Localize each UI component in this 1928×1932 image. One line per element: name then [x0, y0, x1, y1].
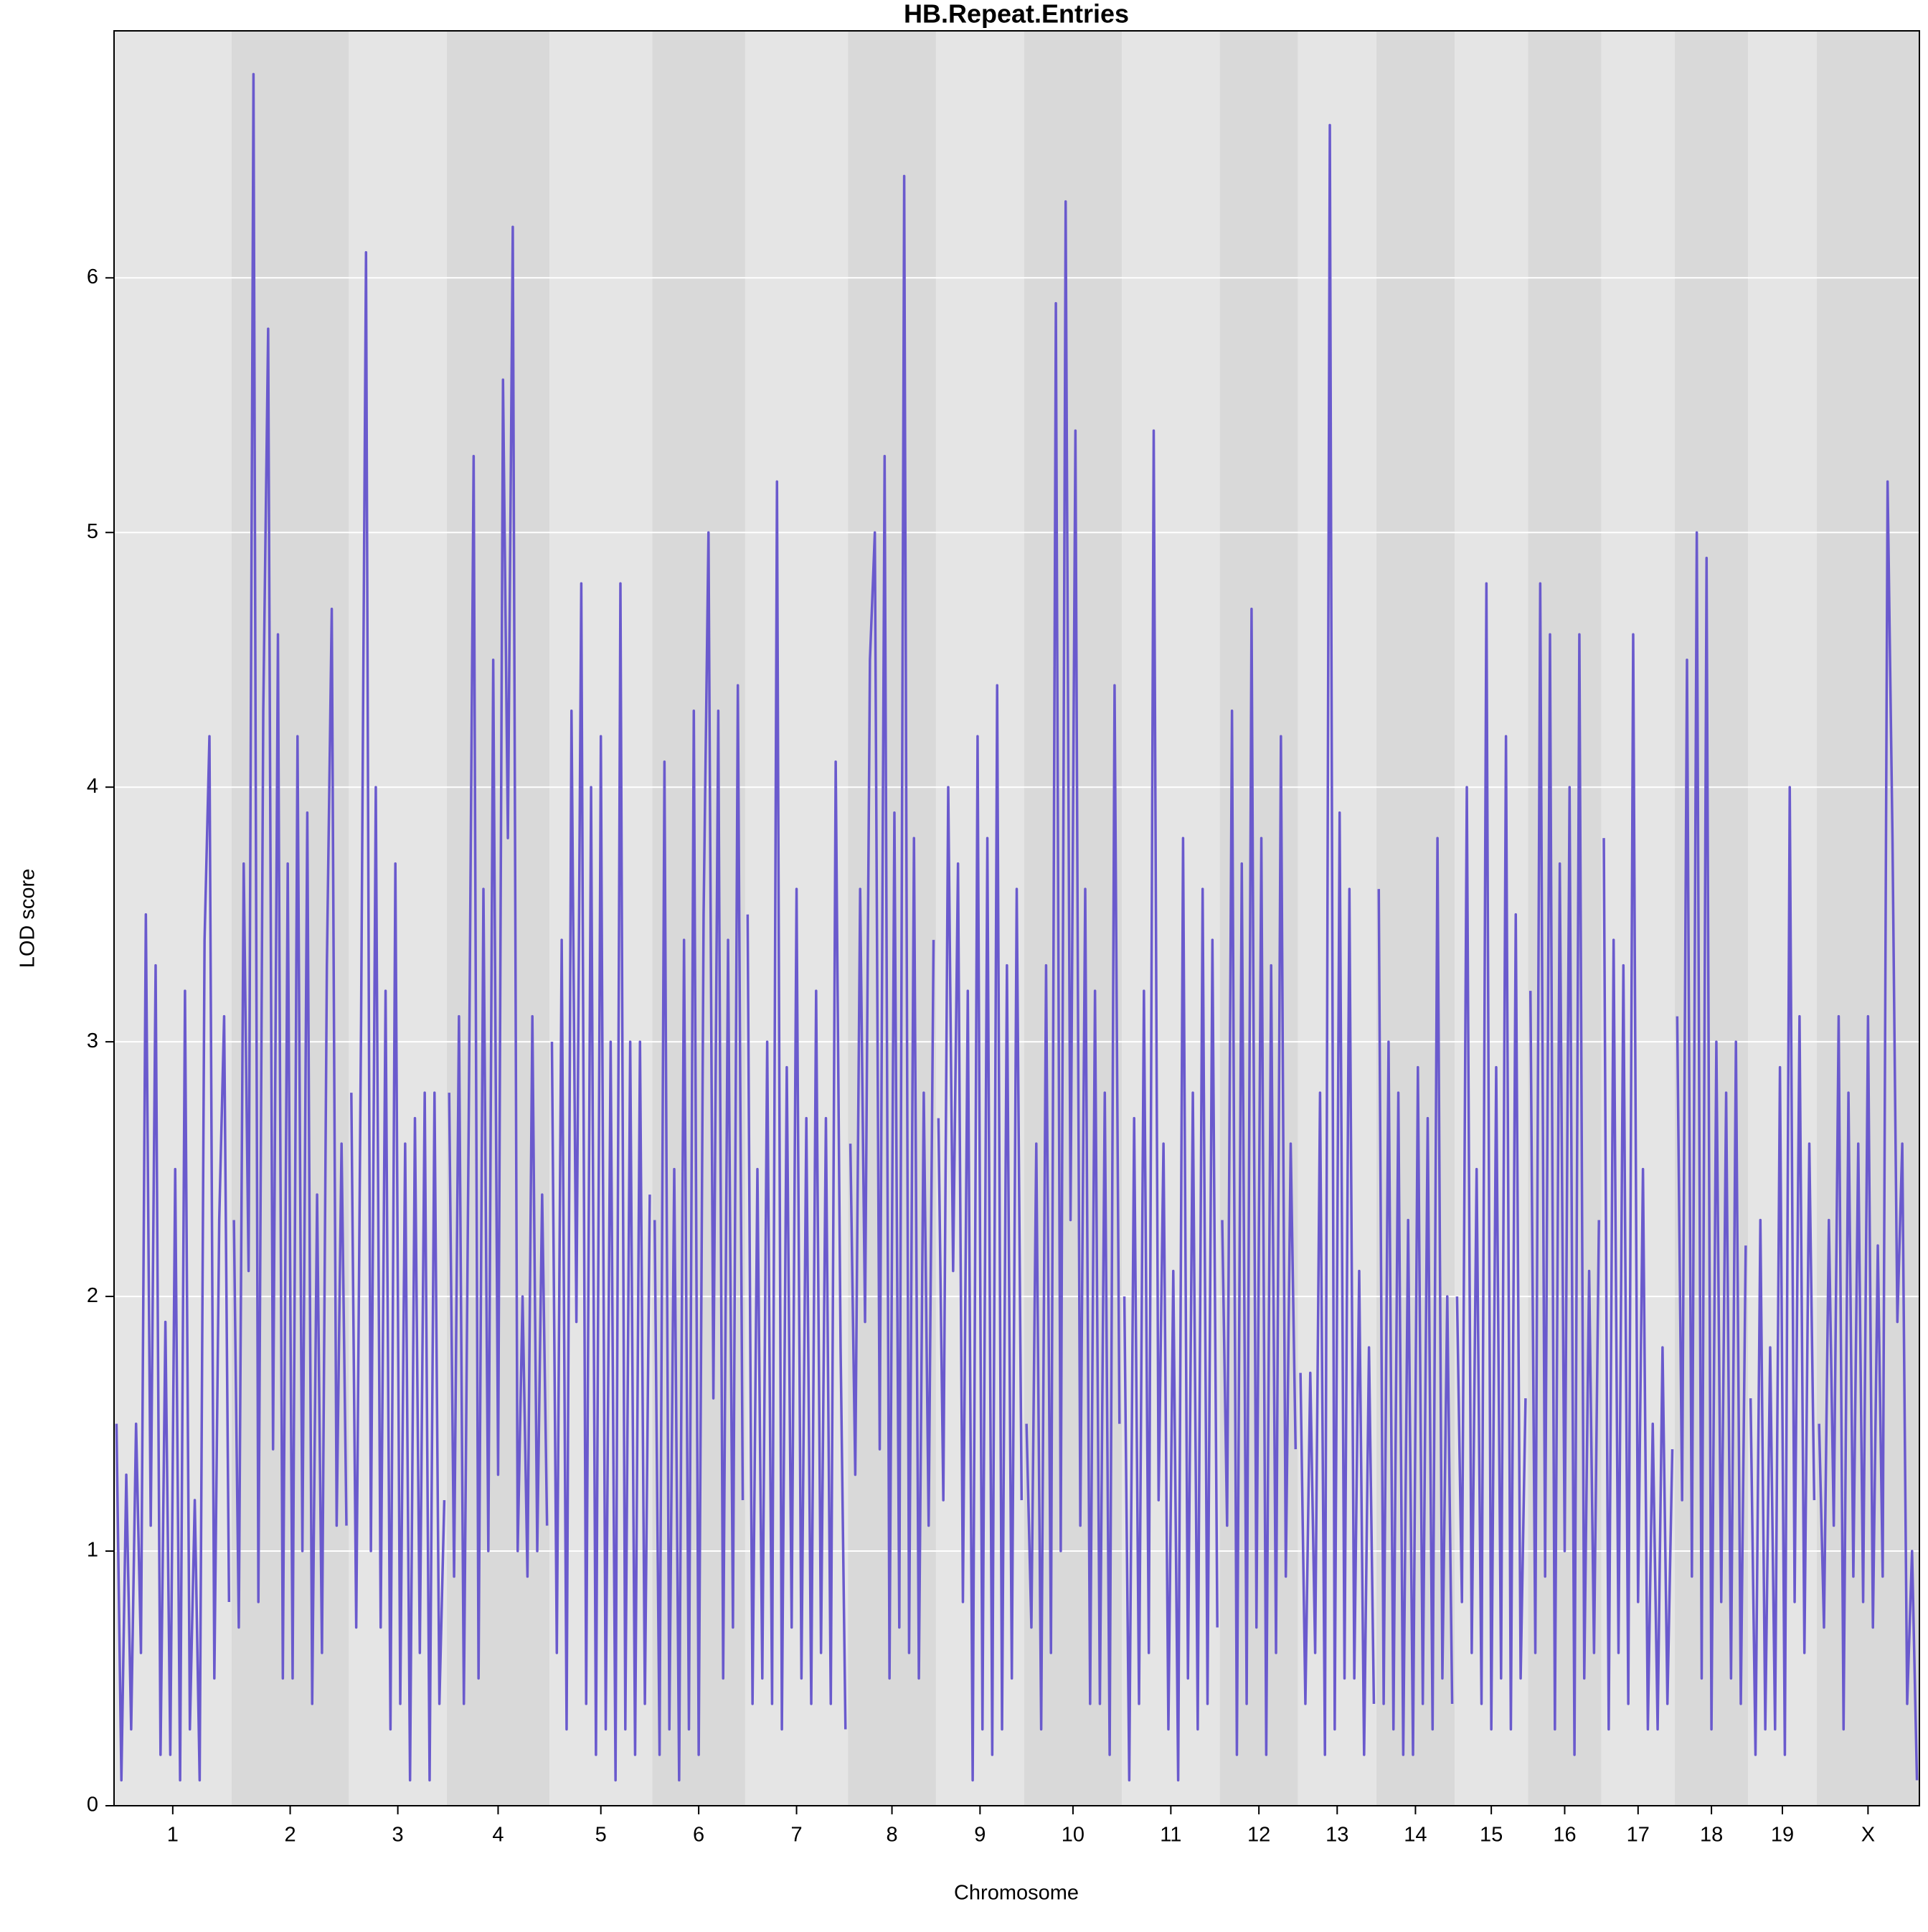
- y-axis-label: LOD score: [16, 869, 39, 969]
- lod-line: [849, 174, 935, 1680]
- lod-line: [550, 582, 651, 1782]
- lod-line: [350, 251, 446, 1782]
- y-tick-label: 1: [87, 1539, 98, 1562]
- lod-line: [1455, 582, 1527, 1731]
- x-tick-label: 2: [284, 1824, 296, 1847]
- lod-line: [232, 72, 348, 1705]
- x-tick-label: 6: [693, 1824, 704, 1847]
- y-tick-label: 5: [87, 520, 98, 543]
- y-tick-label: 6: [87, 265, 98, 288]
- x-tick-label: 15: [1480, 1824, 1503, 1847]
- chromosome-band: [1816, 31, 1919, 1806]
- chart-title: HB.Repeat.Entries: [904, 0, 1129, 29]
- x-tick-label: 10: [1062, 1824, 1084, 1847]
- x-tick-label: 5: [595, 1824, 607, 1847]
- x-tick-label: X: [1861, 1824, 1875, 1847]
- x-tick-label: 17: [1627, 1824, 1650, 1847]
- x-tick-label: 13: [1326, 1824, 1348, 1847]
- plot-frame: [113, 30, 1920, 1806]
- lod-line: [1123, 429, 1219, 1782]
- lod-line: [1025, 200, 1121, 1756]
- x-tick-label: 8: [886, 1824, 897, 1847]
- lod-line: [653, 531, 745, 1782]
- lod-line: [937, 684, 1024, 1782]
- x-tick-label: 3: [392, 1824, 404, 1847]
- y-tick-label: 0: [87, 1794, 98, 1816]
- lod-line: [1818, 480, 1919, 1781]
- y-tick-label: 3: [87, 1029, 98, 1052]
- x-tick-label: 4: [492, 1824, 504, 1847]
- lod-line: [1221, 607, 1298, 1756]
- lod-line: [1299, 123, 1376, 1756]
- lod-line: [1602, 633, 1674, 1731]
- chromosome-band: [1298, 31, 1376, 1806]
- y-tick-label: 2: [87, 1284, 98, 1307]
- x-tick-label: 19: [1771, 1824, 1794, 1847]
- x-tick-label: 11: [1160, 1824, 1181, 1847]
- lod-line: [746, 480, 847, 1731]
- lod-line: [1528, 582, 1600, 1756]
- x-tick-label: 18: [1700, 1824, 1723, 1847]
- x-tick-label: 12: [1247, 1824, 1270, 1847]
- chromosome-band: [446, 31, 550, 1806]
- lod-line: [1749, 786, 1816, 1756]
- x-tick-label: 16: [1553, 1824, 1576, 1847]
- lod-line: [1676, 531, 1747, 1731]
- lod-line: [1377, 837, 1454, 1756]
- x-axis-label: Chromosome: [954, 1882, 1079, 1905]
- x-tick-label: 7: [790, 1824, 802, 1847]
- lod-line: [115, 735, 231, 1782]
- y-tick-label: 4: [87, 775, 98, 798]
- x-tick-label: 14: [1404, 1824, 1427, 1847]
- x-tick-label: 9: [974, 1824, 986, 1847]
- x-tick-label: 1: [167, 1824, 179, 1847]
- lod-line: [448, 225, 549, 1705]
